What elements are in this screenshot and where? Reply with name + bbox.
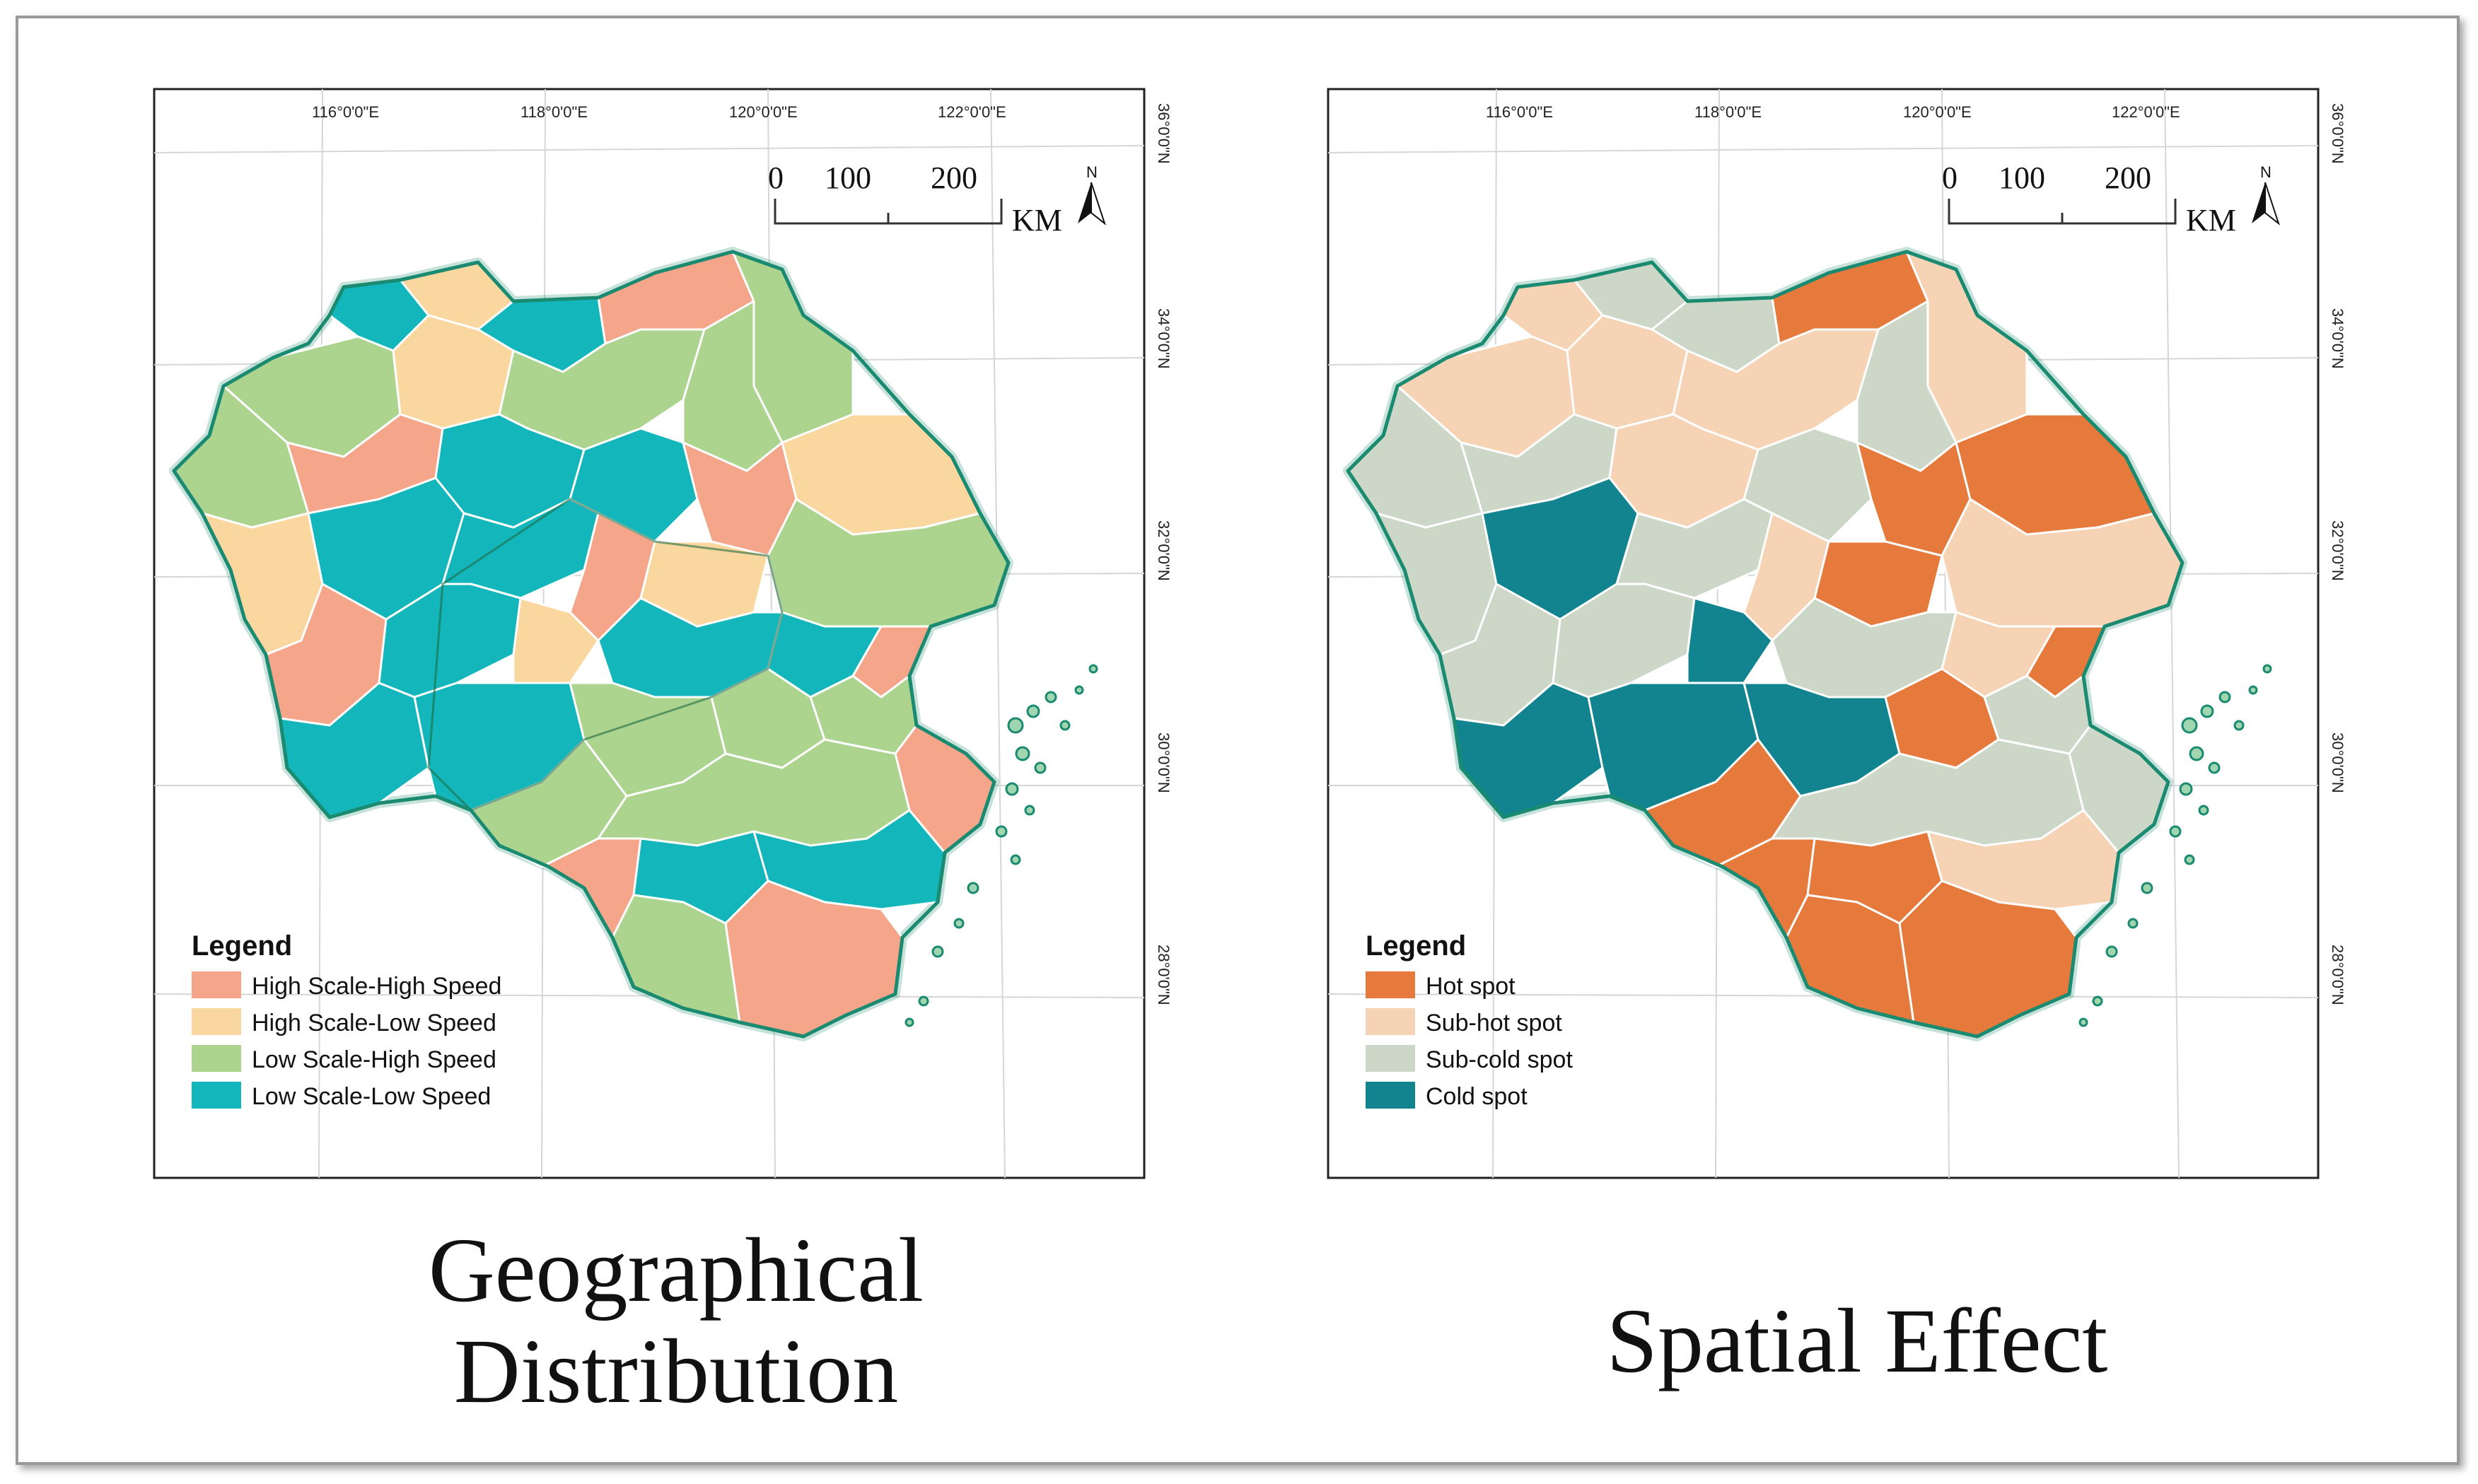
- lat-label: 32°0'0"N: [1155, 520, 1173, 581]
- lon-label: 116°0'0"E: [312, 103, 379, 121]
- legend-label: Sub-cold spot: [1426, 1046, 1573, 1073]
- legend-label: Cold spot: [1426, 1083, 1528, 1110]
- region-outline: [172, 250, 1011, 1039]
- legend-swatch: [192, 1045, 241, 1072]
- subregion-boundary: [427, 498, 784, 812]
- svg-text:N: N: [1086, 163, 1098, 181]
- lat-label: 28°0'0"N: [1320, 990, 1323, 1051]
- legend-swatch: [192, 1082, 241, 1109]
- legend-title: Legend: [1366, 930, 1466, 962]
- lat-label: 36°0'0"N: [1155, 103, 1173, 164]
- scale-tick-label: 0: [1942, 160, 1958, 195]
- legend-swatch: [1366, 1045, 1415, 1072]
- islands: [904, 664, 1098, 1027]
- legend-label: Low Scale-Low Speed: [252, 1083, 491, 1110]
- lat-label: 30°0'0"N: [1320, 781, 1323, 842]
- lon-label: 122°0'0"E: [938, 103, 1006, 121]
- scale-tick-label: 100: [1999, 160, 2045, 195]
- scale-tick-label: 200: [931, 160, 977, 195]
- lat-labels-left: 36°0'0"N 34°0'0"N 32°0'0"N 30°0'0"N 28°0…: [146, 148, 149, 1051]
- legend-swatch: [192, 1008, 241, 1035]
- map-panel-geographical: 116°0'0"E 118°0'0"E 120°0'0"E 122°0'0"E …: [146, 18, 1178, 1192]
- lat-labels-right: 36°0'0"N 34°0'0"N 32°0'0"N 30°0'0"N 28°0…: [2329, 103, 2346, 1005]
- islands: [2078, 664, 2272, 1027]
- caption-line: Distribution: [453, 1321, 899, 1422]
- lat-label: 36°0'0"N: [1320, 148, 1323, 209]
- region-outline: [1346, 250, 2185, 1039]
- lon-label: 116°0'0"E: [1486, 103, 1553, 121]
- lon-labels-top: 116°0'0"E 118°0'0"E 120°0'0"E 122°0'0"E: [312, 103, 1006, 121]
- legend-label: Low Scale-High Speed: [252, 1046, 496, 1073]
- scale-bar: 0 100 200 KM: [1942, 160, 2236, 238]
- legend-label: High Scale-Low Speed: [252, 1010, 496, 1036]
- lat-label: 36°0'0"N: [146, 148, 149, 209]
- north-arrow-icon: N: [2252, 163, 2280, 226]
- lat-label: 34°0'0"N: [1155, 308, 1173, 369]
- svg-text:N: N: [2260, 163, 2272, 181]
- lat-label: 32°0'0"N: [1320, 573, 1323, 633]
- scale-unit: KM: [2186, 203, 2236, 238]
- lat-label: 30°0'0"N: [146, 781, 149, 842]
- map-panel-spatial-effect: 116°0'0"E 118°0'0"E 120°0'0"E 122°0'0"E …: [1320, 18, 2352, 1192]
- figure-frame: 116°0'0"E 118°0'0"E 120°0'0"E 122°0'0"E …: [16, 16, 2460, 1465]
- legend-swatch: [1366, 1008, 1415, 1035]
- scale-bar: 0 100 200 KM: [768, 160, 1062, 238]
- lat-label: 28°0'0"N: [146, 990, 149, 1051]
- scale-tick-label: 0: [768, 160, 784, 195]
- lat-label: 34°0'0"N: [1320, 361, 1323, 421]
- lon-label: 118°0'0"E: [1694, 103, 1762, 121]
- lat-label: 32°0'0"N: [2329, 520, 2346, 581]
- lon-label: 118°0'0"E: [520, 103, 588, 121]
- lon-labels-top: 116°0'0"E 118°0'0"E 120°0'0"E 122°0'0"E: [1486, 103, 2180, 121]
- regions-geographical: [173, 250, 1010, 1038]
- legend-title: Legend: [192, 930, 292, 962]
- legend: Legend Hot spot Sub-hot spot Sub-cold sp…: [1366, 930, 1573, 1110]
- lat-label: 28°0'0"N: [1155, 945, 1173, 1005]
- lat-labels-right: 36°0'0"N 34°0'0"N 32°0'0"N 30°0'0"N 28°0…: [1155, 103, 1173, 1005]
- lat-label: 32°0'0"N: [146, 573, 149, 633]
- legend-swatch: [192, 971, 241, 998]
- scale-tick-label: 200: [2105, 160, 2151, 195]
- legend-swatch: [1366, 1082, 1415, 1109]
- scale-unit: KM: [1012, 203, 1062, 238]
- legend-label: Sub-hot spot: [1426, 1010, 1562, 1036]
- map-spatial-effect: 116°0'0"E 118°0'0"E 120°0'0"E 122°0'0"E …: [1320, 88, 2346, 1179]
- lon-label: 120°0'0"E: [729, 103, 798, 121]
- caption-geographical: Geographical Distribution: [252, 1220, 1100, 1422]
- lat-label: 34°0'0"N: [2329, 308, 2346, 369]
- lat-label: 30°0'0"N: [1155, 732, 1173, 793]
- north-arrow-icon: N: [1078, 163, 1106, 226]
- lat-label: 34°0'0"N: [146, 361, 149, 421]
- legend: Legend High Scale-High Speed High Scale-…: [192, 930, 501, 1110]
- lon-label: 122°0'0"E: [2112, 103, 2180, 121]
- lat-labels-left: 36°0'0"N 34°0'0"N 32°0'0"N 30°0'0"N 28°0…: [1320, 148, 1323, 1051]
- caption-line: Geographical: [428, 1220, 924, 1321]
- lat-label: 28°0'0"N: [2329, 945, 2346, 1005]
- legend-swatch: [1366, 971, 1415, 998]
- map-geographical: 116°0'0"E 118°0'0"E 120°0'0"E 122°0'0"E …: [146, 88, 1173, 1179]
- scale-tick-label: 100: [825, 160, 871, 195]
- lat-label: 30°0'0"N: [2329, 732, 2346, 793]
- legend-label: Hot spot: [1426, 973, 1516, 1000]
- caption-line: Spatial Effect: [1606, 1290, 2108, 1392]
- caption-spatial-effect: Spatial Effect: [1433, 1291, 2281, 1392]
- lat-label: 36°0'0"N: [2329, 103, 2346, 164]
- legend-label: High Scale-High Speed: [252, 973, 501, 1000]
- lon-label: 120°0'0"E: [1903, 103, 1972, 121]
